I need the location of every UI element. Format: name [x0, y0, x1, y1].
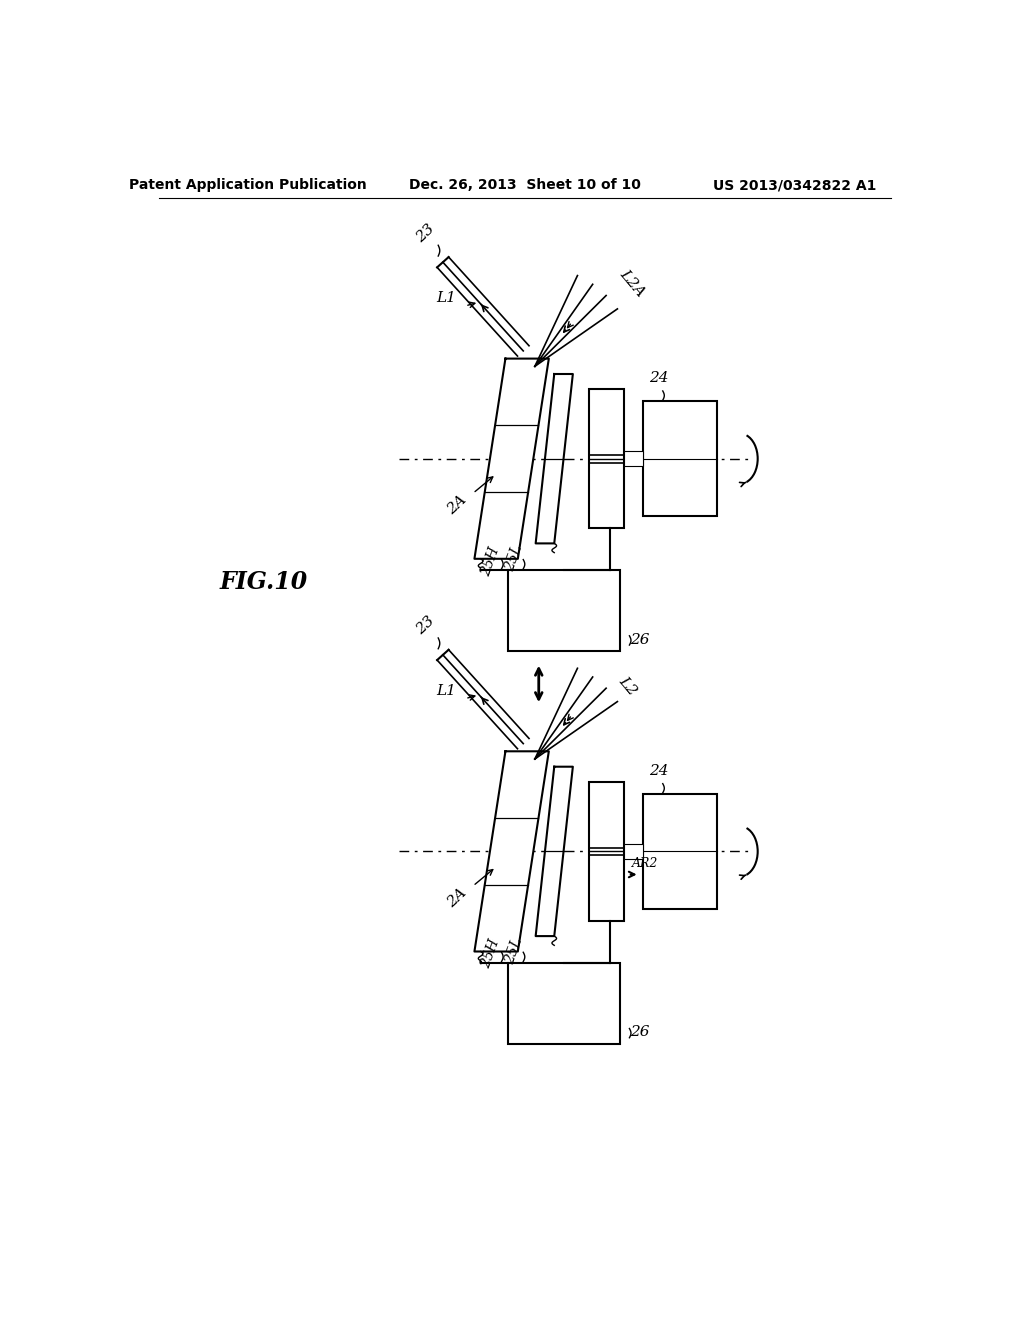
Bar: [624, 451, 643, 466]
Text: 2A: 2A: [445, 492, 470, 517]
Text: FIG.10: FIG.10: [219, 570, 308, 594]
Text: AR2: AR2: [632, 857, 658, 870]
Text: L1: L1: [436, 292, 457, 305]
Text: L2: L2: [616, 673, 640, 698]
Bar: [624, 843, 643, 859]
Bar: [589, 389, 624, 528]
Text: US 2013/0342822 A1: US 2013/0342822 A1: [713, 178, 877, 193]
Text: 24: 24: [649, 763, 669, 777]
Text: 25H: 25H: [479, 545, 503, 578]
Bar: [508, 964, 621, 1044]
Text: 26: 26: [630, 632, 649, 647]
Text: 25H: 25H: [479, 937, 503, 970]
Text: 26: 26: [630, 1026, 649, 1039]
Bar: [643, 793, 717, 909]
Bar: [643, 401, 717, 516]
Text: L1: L1: [436, 684, 457, 698]
Text: 25L: 25L: [503, 936, 525, 966]
Polygon shape: [536, 374, 572, 544]
Text: 23: 23: [414, 614, 437, 638]
Polygon shape: [536, 767, 572, 936]
Polygon shape: [474, 751, 549, 952]
Bar: [589, 781, 624, 921]
Text: 25L: 25L: [503, 543, 525, 573]
Polygon shape: [474, 359, 549, 558]
Text: L2A: L2A: [616, 267, 647, 300]
Text: 24: 24: [649, 371, 669, 385]
Text: Dec. 26, 2013  Sheet 10 of 10: Dec. 26, 2013 Sheet 10 of 10: [409, 178, 641, 193]
Text: 2A: 2A: [445, 886, 470, 909]
Text: Patent Application Publication: Patent Application Publication: [129, 178, 367, 193]
Bar: [508, 570, 621, 651]
Text: 23: 23: [414, 222, 437, 244]
